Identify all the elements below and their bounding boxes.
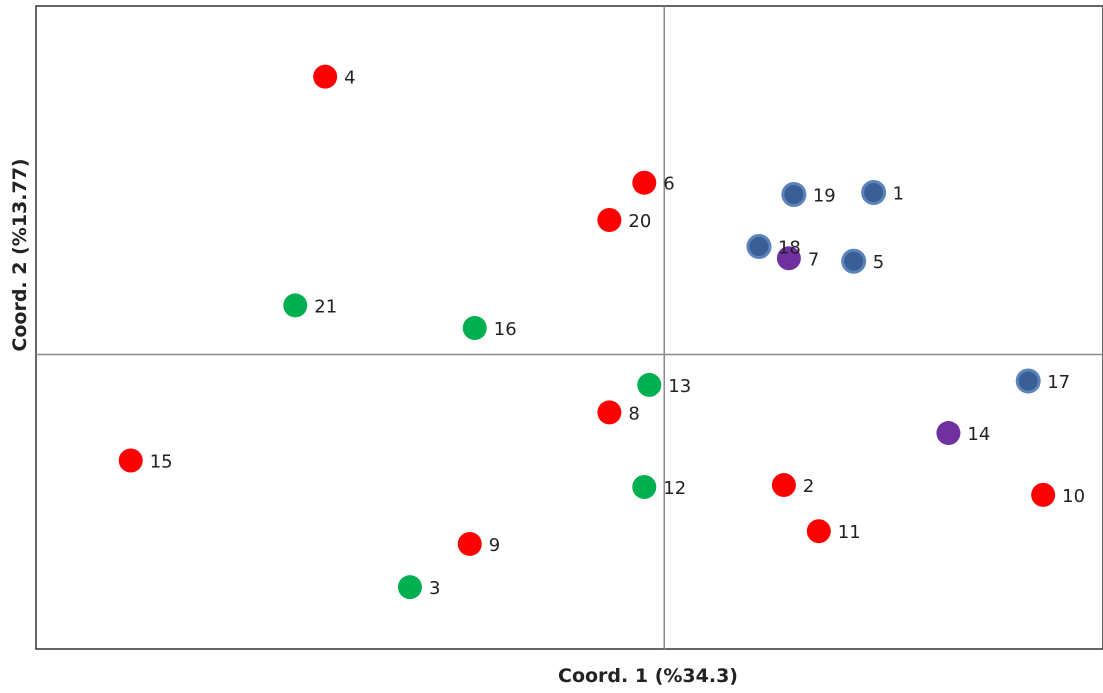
y-axis-title: Coord. 2 (%13.77) (9, 158, 31, 351)
data-point-5 (841, 248, 867, 274)
point-label-9: 9 (489, 535, 500, 556)
data-point-16 (462, 315, 487, 340)
point-label-11: 11 (838, 522, 861, 543)
data-point-21 (283, 293, 308, 318)
point-label-21: 21 (314, 296, 337, 317)
point-label-17: 17 (1047, 372, 1070, 393)
data-point-3 (397, 575, 422, 600)
data-point-1 (861, 180, 887, 206)
data-point-12 (632, 475, 657, 500)
point-label-19: 19 (813, 185, 836, 206)
point-label-18: 18 (778, 238, 801, 259)
point-label-2: 2 (803, 476, 814, 497)
data-point-7 (776, 246, 801, 271)
data-point-8 (597, 400, 622, 425)
data-point-2 (771, 473, 796, 498)
point-label-3: 3 (429, 578, 440, 599)
data-point-13 (637, 372, 662, 397)
point-label-20: 20 (628, 211, 651, 232)
data-point-15 (118, 448, 143, 473)
plot-frame (35, 5, 1103, 650)
data-point-17 (1015, 368, 1041, 394)
data-point-14 (936, 421, 961, 446)
data-point-4 (313, 64, 338, 89)
point-label-1: 1 (893, 184, 904, 205)
data-point-20 (597, 208, 622, 233)
data-point-9 (457, 531, 482, 556)
point-label-10: 10 (1062, 486, 1085, 507)
data-point-18 (746, 234, 772, 260)
x-axis-title: Coord. 1 (%34.3) (558, 665, 738, 687)
data-point-6 (632, 170, 657, 195)
point-label-6: 6 (663, 174, 674, 195)
point-label-8: 8 (628, 403, 639, 424)
point-label-13: 13 (668, 376, 691, 397)
point-label-7: 7 (808, 249, 819, 270)
point-label-4: 4 (344, 68, 355, 89)
point-label-12: 12 (663, 478, 686, 499)
data-point-11 (806, 519, 831, 544)
point-label-5: 5 (873, 252, 884, 273)
point-label-16: 16 (494, 319, 517, 340)
data-point-19 (781, 181, 807, 207)
point-label-15: 15 (150, 452, 173, 473)
data-point-10 (1031, 482, 1056, 507)
point-label-14: 14 (967, 424, 990, 445)
